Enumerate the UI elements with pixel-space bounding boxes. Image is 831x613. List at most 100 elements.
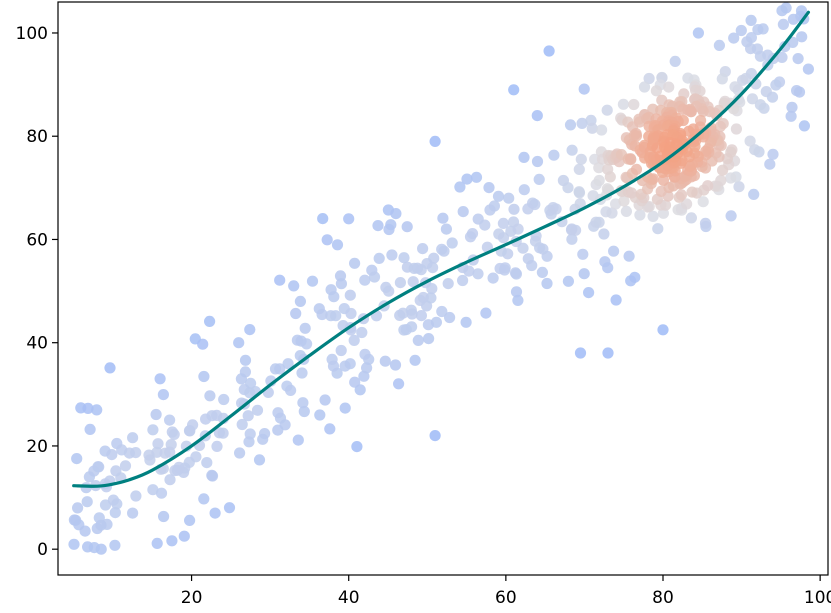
data-point [282, 358, 294, 370]
data-point [748, 188, 760, 200]
data-point [93, 461, 105, 473]
data-point [802, 63, 815, 75]
data-point [533, 173, 545, 185]
data-point [792, 53, 804, 65]
data-point [409, 354, 421, 366]
data-point [652, 223, 664, 235]
data-point [274, 363, 286, 375]
data-point [331, 239, 344, 251]
data-point [457, 206, 469, 218]
data-point [335, 344, 347, 357]
data-point [127, 432, 139, 444]
data-point [68, 538, 80, 550]
data-point [647, 210, 659, 222]
data-point [301, 338, 313, 350]
data-point [714, 120, 726, 133]
data-point [405, 304, 417, 316]
data-point [233, 337, 245, 349]
data-point [541, 277, 553, 290]
data-point [492, 190, 505, 202]
data-point [326, 353, 338, 365]
data-point [93, 512, 105, 524]
data-point [290, 307, 302, 320]
data-point [200, 413, 212, 425]
data-point [754, 50, 767, 62]
data-point [164, 446, 176, 458]
data-point [151, 537, 163, 550]
data-point [423, 333, 435, 345]
x-tick-label: 100 [804, 588, 831, 608]
data-point [383, 223, 395, 236]
data-point [130, 447, 142, 459]
data-point [253, 454, 266, 466]
data-point [620, 205, 633, 217]
data-point [204, 315, 216, 327]
data-point [244, 324, 256, 336]
data-point [71, 453, 83, 465]
fit-curve [72, 10, 810, 488]
data-point [412, 334, 424, 346]
y-tick-label: 60 [26, 230, 48, 250]
data-point [767, 148, 779, 160]
data-point [292, 434, 304, 446]
data-point [610, 294, 622, 306]
data-point [638, 81, 651, 93]
x-axis: 20 40 60 80 100 [181, 575, 831, 608]
data-point [608, 245, 620, 257]
data-point [550, 203, 562, 215]
data-point [109, 506, 121, 519]
data-point [272, 407, 284, 419]
data-point [692, 27, 705, 39]
data-point [770, 79, 782, 91]
data-point [618, 195, 630, 207]
data-point [88, 542, 100, 554]
data-point [574, 198, 586, 210]
data-point [487, 272, 499, 284]
data-point [184, 425, 196, 437]
x-tick-label: 40 [338, 588, 360, 608]
data-point [429, 430, 441, 442]
data-point [147, 484, 159, 496]
data-point [209, 507, 221, 519]
data-point [728, 32, 740, 44]
y-tick-label: 40 [26, 334, 48, 354]
data-point [512, 294, 524, 306]
data-point [483, 182, 495, 194]
data-point [663, 81, 675, 93]
data-point [630, 130, 643, 142]
x-tick-label: 60 [495, 588, 517, 608]
data-point [650, 85, 663, 97]
data-point [119, 460, 132, 472]
data-point [211, 440, 223, 452]
data-point [564, 119, 577, 131]
data-point [316, 308, 328, 321]
data-point [379, 355, 391, 367]
data-point [744, 135, 756, 147]
data-point [681, 198, 693, 210]
data-point [629, 271, 641, 283]
data-point [244, 428, 256, 440]
data-point [518, 184, 530, 196]
data-point [198, 370, 210, 383]
data-point [198, 493, 210, 505]
data-point [593, 162, 605, 174]
data-point [583, 287, 595, 299]
data-point [150, 408, 162, 421]
data-point [699, 217, 712, 229]
data-point [786, 101, 798, 113]
data-point [242, 410, 254, 422]
data-point [84, 423, 96, 435]
data-point [251, 404, 264, 416]
data-point [454, 181, 466, 193]
data-point [130, 490, 142, 502]
data-point [576, 117, 588, 129]
data-point [531, 155, 544, 168]
data-point [436, 305, 448, 318]
data-point [164, 414, 176, 426]
data-point [407, 276, 419, 288]
data-point [733, 181, 745, 193]
data-point [573, 187, 586, 199]
data-point [349, 257, 361, 269]
data-point [398, 252, 410, 264]
y-tick-label: 80 [26, 127, 48, 147]
